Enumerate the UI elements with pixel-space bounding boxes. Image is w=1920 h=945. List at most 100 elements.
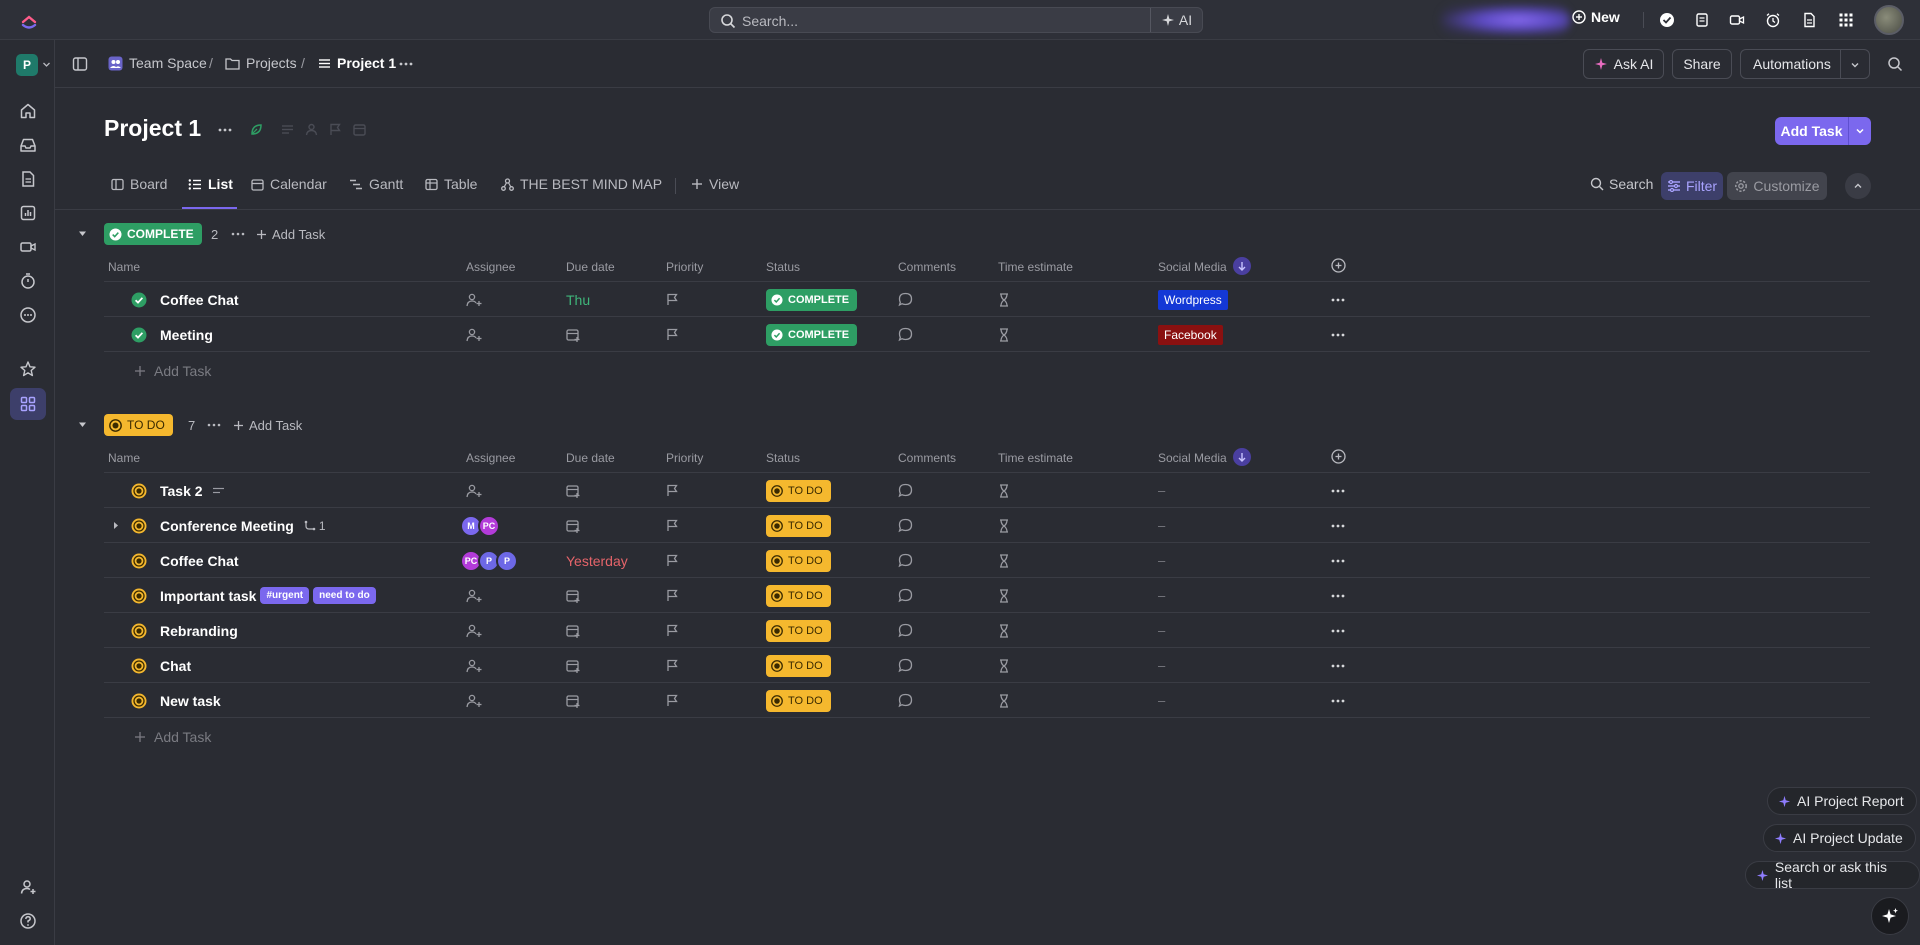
task-name[interactable]: Coffee Chat xyxy=(160,552,239,569)
status-todo-icon[interactable] xyxy=(131,483,147,499)
comment-icon[interactable] xyxy=(898,693,913,708)
collapse-header-button[interactable] xyxy=(1845,173,1871,199)
more-circle-icon[interactable] xyxy=(19,306,37,324)
status-badge[interactable]: COMPLETE xyxy=(766,288,858,311)
status-todo-icon[interactable] xyxy=(131,693,147,709)
global-search[interactable]: Search... AI xyxy=(709,7,1203,33)
dashboards-icon[interactable] xyxy=(19,204,37,222)
timesheets-icon[interactable] xyxy=(19,272,37,290)
task-tag[interactable]: need to do xyxy=(313,587,376,604)
comment-icon[interactable] xyxy=(898,623,913,638)
social-media-empty[interactable]: – xyxy=(1158,658,1166,673)
more-horizontal-icon[interactable] xyxy=(1331,594,1345,598)
column-header-due-date[interactable]: Due date xyxy=(566,451,615,465)
clickup-logo-icon[interactable] xyxy=(20,11,38,29)
more-horizontal-icon[interactable] xyxy=(218,128,232,132)
invite-user-icon[interactable] xyxy=(19,878,37,896)
add-task-dropdown[interactable] xyxy=(1849,117,1871,145)
column-header-comments[interactable]: Comments xyxy=(898,451,957,465)
task-name[interactable]: Coffee Chat xyxy=(160,291,239,308)
set-due-date-icon[interactable] xyxy=(566,328,580,342)
priority-flag-icon[interactable] xyxy=(666,589,679,602)
tab-board[interactable]: Board xyxy=(111,176,167,192)
docs-icon[interactable] xyxy=(19,170,37,188)
status-todo-icon[interactable] xyxy=(131,518,147,534)
table-row[interactable]: Meeting COMPLETE Facebook xyxy=(104,317,1870,352)
set-due-date-icon[interactable] xyxy=(566,694,580,708)
tab-calendar[interactable]: Calendar xyxy=(251,176,327,192)
social-media-empty[interactable]: – xyxy=(1158,623,1166,638)
comment-icon[interactable] xyxy=(898,327,913,342)
description-lines-icon[interactable] xyxy=(212,487,225,495)
column-header-assignee[interactable]: Assignee xyxy=(466,451,516,465)
add-assignee-icon[interactable] xyxy=(466,328,482,342)
search-icon[interactable] xyxy=(1887,56,1903,72)
chevron-down-icon[interactable] xyxy=(42,60,51,69)
social-media-empty[interactable]: – xyxy=(1158,693,1166,708)
column-header-due-date[interactable]: Due date xyxy=(566,260,615,274)
hourglass-icon[interactable] xyxy=(998,518,1010,533)
table-row[interactable]: New task TO DO – xyxy=(104,683,1870,718)
task-name[interactable]: Important task xyxy=(160,587,257,604)
group-status-complete[interactable]: COMPLETE xyxy=(104,223,202,245)
workspace-badge[interactable]: P xyxy=(16,54,38,76)
add-assignee-icon[interactable] xyxy=(466,589,482,603)
more-horizontal-icon[interactable] xyxy=(207,423,221,427)
column-header-time-estimate[interactable]: Time estimate xyxy=(998,451,1073,465)
description-icon[interactable] xyxy=(281,123,294,136)
upgrade-banner-blurred[interactable] xyxy=(1440,4,1570,36)
priority-flag-icon[interactable] xyxy=(666,519,679,532)
set-due-date-icon[interactable] xyxy=(566,589,580,603)
list-search-button[interactable]: Search xyxy=(1590,176,1653,192)
assignee-avatar[interactable]: P xyxy=(496,549,518,572)
task-tag[interactable]: #urgent xyxy=(260,587,310,604)
table-row[interactable]: Coffee Chat PC P P Yesterday TO DO – xyxy=(104,543,1870,578)
task-name[interactable]: Rebranding xyxy=(160,622,238,639)
column-header-name[interactable]: Name xyxy=(108,260,141,274)
more-horizontal-icon[interactable] xyxy=(1331,629,1345,633)
set-due-date-icon[interactable] xyxy=(566,484,580,498)
more-horizontal-icon[interactable] xyxy=(1331,559,1345,563)
add-task-row[interactable]: Add Task xyxy=(134,363,211,379)
social-media-empty[interactable]: – xyxy=(1158,518,1166,533)
priority-flag-icon[interactable] xyxy=(666,659,679,672)
alarm-clock-icon[interactable] xyxy=(1765,12,1781,28)
column-header-name[interactable]: Name xyxy=(108,451,141,465)
group-status-todo[interactable]: TO DO xyxy=(104,414,173,436)
priority-flag-icon[interactable] xyxy=(666,328,679,341)
comment-icon[interactable] xyxy=(898,658,913,673)
help-icon[interactable] xyxy=(19,912,37,930)
column-header-time-estimate[interactable]: Time estimate xyxy=(998,260,1073,274)
hourglass-icon[interactable] xyxy=(998,327,1010,342)
more-horizontal-icon[interactable] xyxy=(1331,699,1345,703)
comment-icon[interactable] xyxy=(898,553,913,568)
favorites-star-icon[interactable] xyxy=(19,360,37,378)
breadcrumb-list[interactable]: Project 1 xyxy=(318,55,396,71)
hourglass-icon[interactable] xyxy=(998,658,1010,673)
comment-icon[interactable] xyxy=(898,483,913,498)
due-date[interactable]: Thu xyxy=(566,291,591,308)
set-due-date-icon[interactable] xyxy=(566,624,580,638)
status-badge[interactable]: TO DO xyxy=(766,689,831,712)
more-horizontal-icon[interactable] xyxy=(231,232,245,236)
filter-button[interactable]: Filter xyxy=(1661,172,1723,200)
add-column-icon[interactable] xyxy=(1331,449,1346,464)
status-badge[interactable]: TO DO xyxy=(766,654,831,677)
ai-project-update-button[interactable]: AI Project Update xyxy=(1763,824,1916,852)
new-button[interactable]: New xyxy=(1572,9,1620,25)
page-title[interactable]: Project 1 xyxy=(104,115,202,141)
user-avatar[interactable] xyxy=(1874,5,1904,35)
calendar-icon[interactable] xyxy=(353,123,366,136)
share-button[interactable]: Share xyxy=(1672,49,1732,79)
status-complete-icon[interactable] xyxy=(131,292,147,308)
more-horizontal-icon[interactable] xyxy=(1331,333,1345,337)
add-task-row[interactable]: Add Task xyxy=(134,729,211,745)
column-header-status[interactable]: Status xyxy=(766,451,801,465)
column-header-priority[interactable]: Priority xyxy=(666,260,704,274)
expand-subtasks-caret-icon[interactable] xyxy=(112,521,120,530)
tab-mind-map[interactable]: THE BEST MIND MAP xyxy=(501,176,662,192)
sort-indicator[interactable] xyxy=(1233,257,1251,275)
ask-ai-button[interactable]: Ask AI xyxy=(1583,49,1664,79)
add-assignee-icon[interactable] xyxy=(466,624,482,638)
social-media-tag[interactable]: Wordpress xyxy=(1158,289,1228,310)
